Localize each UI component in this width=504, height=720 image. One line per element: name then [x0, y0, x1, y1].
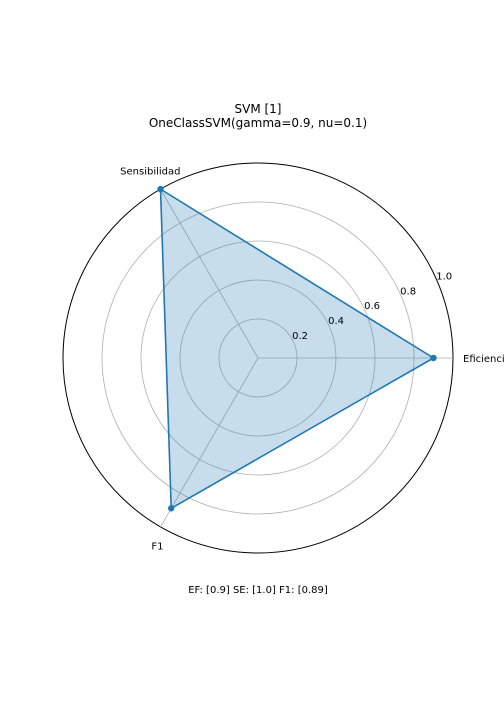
chart-title: SVM [1] — [235, 102, 282, 116]
series-fill — [160, 189, 434, 509]
radial-grid — [62, 162, 454, 554]
chart-subtitle: OneClassSVM(gamma=0.9, nu=0.1) — [149, 116, 367, 130]
category-label-eficiencia: Eficiencia — [463, 354, 504, 365]
grid-spoke — [160, 357, 259, 528]
category-label-sensibilidad: Sensibilidad — [120, 166, 180, 177]
radial-tick-label: 0.2 — [292, 331, 308, 342]
series-area — [159, 188, 435, 510]
radial-tick-label: 0.6 — [364, 301, 380, 312]
data-point-f1 — [168, 505, 175, 512]
radial-tick-label: 0.8 — [400, 286, 416, 297]
series-markers — [157, 185, 437, 512]
series-line — [159, 188, 435, 510]
data-point-eficiencia — [430, 354, 437, 362]
metrics-caption: EF: [0.9] SE: [1.0] F1: [0.89] — [188, 585, 328, 596]
category-label-f1: F1 — [151, 542, 163, 553]
radial-tick-label: 0.4 — [328, 316, 344, 327]
category-labels: Eficiencia Sensibilidad F1 — [120, 166, 504, 552]
radial-tick-label: 1.0 — [436, 271, 452, 282]
data-point-sensibilidad — [157, 185, 164, 193]
radial-tick-labels: 0.2 0.4 0.6 0.8 1.0 — [292, 271, 452, 342]
grid-spoke — [160, 188, 259, 359]
